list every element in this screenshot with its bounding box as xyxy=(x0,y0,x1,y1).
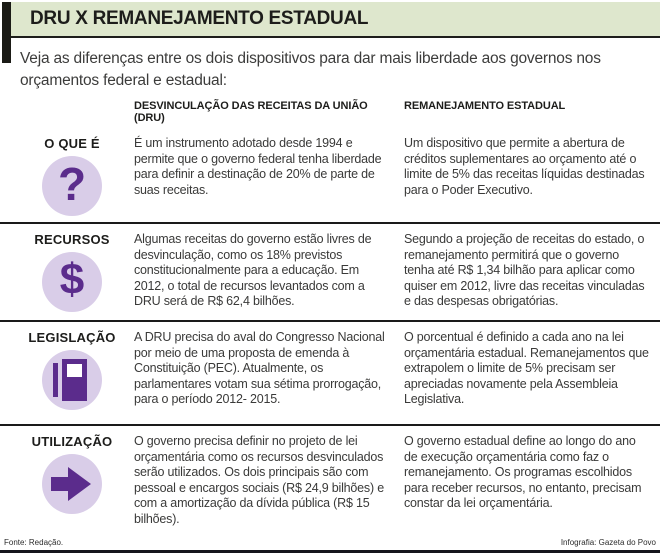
dru-cell: O governo precisa definir no projeto de … xyxy=(134,434,384,526)
column-header-dru: DESVINCULAÇÃO DAS RECEITAS DA UNIÃO (DRU… xyxy=(134,100,368,124)
estadual-cell: Um dispositivo que permite a abertura de… xyxy=(404,136,645,197)
book-icon-shape xyxy=(53,359,87,401)
row-label-cell: O QUE É ? xyxy=(22,136,122,216)
source-credit: Fonte: Redação. xyxy=(4,538,64,547)
estadual-cell: O governo estadual define ao longo do an… xyxy=(404,434,642,510)
footer: Fonte: Redação. Infografia: Gazeta do Po… xyxy=(0,536,660,553)
question-mark-icon: ? xyxy=(42,156,102,216)
page-title: DRU X REMANEJAMENTO ESTADUAL xyxy=(30,8,369,29)
table-row-o-que-e: O QUE É ? É um instrumento adotado desde… xyxy=(0,128,660,224)
dru-cell: Algumas receitas do governo estão livres… xyxy=(134,232,372,308)
table-row-utilizacao: UTILIZAÇÃO O governo precisa definir no … xyxy=(0,426,660,533)
table-row-recursos: RECURSOS $ Algumas receitas do governo e… xyxy=(0,224,660,322)
row-label: LEGISLAÇÃO xyxy=(28,330,116,345)
row-label-cell: RECURSOS $ xyxy=(22,232,122,314)
dru-cell: É um instrumento adotado desde 1994 e pe… xyxy=(134,136,382,197)
row-label: UTILIZAÇÃO xyxy=(31,434,113,449)
dru-cell: A DRU precisa do aval do Congresso Nacio… xyxy=(134,330,385,406)
arrow-right-icon xyxy=(42,454,102,514)
intro-text: Veja as diferenças entre os dois disposi… xyxy=(20,50,601,89)
column-header-spacer xyxy=(22,100,122,124)
estadual-cell: Segundo a projeção de receitas do estado… xyxy=(404,232,645,308)
infographic-credit: Infografia: Gazeta do Povo xyxy=(560,538,656,547)
header: DRU X REMANEJAMENTO ESTADUAL xyxy=(11,2,660,38)
left-accent-bar xyxy=(2,2,11,63)
row-label-cell: UTILIZAÇÃO xyxy=(22,434,122,527)
dollar-sign-icon: $ xyxy=(42,252,102,312)
book-icon xyxy=(42,350,102,410)
row-label: RECURSOS xyxy=(34,232,110,247)
table-row-legislacao: LEGISLAÇÃO A DRU precisa do aval do Cong… xyxy=(0,322,660,426)
column-header-estadual: REMANEJAMENTO ESTADUAL xyxy=(404,100,566,112)
estadual-cell: O porcentual é definido a cada ano na le… xyxy=(404,330,649,406)
column-headers: DESVINCULAÇÃO DAS RECEITAS DA UNIÃO (DRU… xyxy=(0,100,660,128)
row-label: O QUE É xyxy=(44,136,100,151)
row-label-cell: LEGISLAÇÃO xyxy=(22,330,122,418)
arrow-right-icon-shape xyxy=(51,467,91,501)
